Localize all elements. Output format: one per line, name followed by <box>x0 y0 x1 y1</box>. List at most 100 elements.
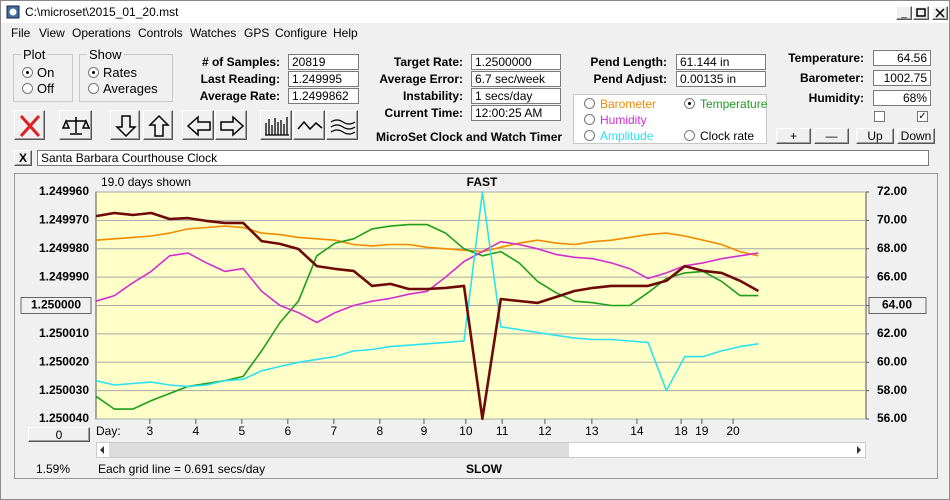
checkbox[interactable]: ✓ <box>917 111 928 122</box>
menu-item[interactable]: Controls <box>138 26 183 40</box>
radio-button[interactable] <box>88 83 99 94</box>
legend-label[interactable]: Temperature <box>700 97 768 111</box>
x-tick-label: 7 <box>330 424 337 438</box>
field-value: 1002.75 <box>873 70 931 86</box>
field-label: Last Reading: <box>200 72 280 86</box>
radio-label[interactable]: Averages <box>103 81 158 96</box>
y2-tick-label: 70.00 <box>877 213 907 227</box>
y-tick-label: 1.250020 <box>39 354 89 368</box>
field-value: 0.00135 in <box>676 71 766 87</box>
waves-button[interactable] <box>326 110 358 140</box>
x-tick-label: 18 <box>674 424 688 438</box>
radio-button[interactable] <box>88 67 99 78</box>
menu-item[interactable]: Operations <box>72 26 131 40</box>
menu-item[interactable]: GPS <box>244 26 270 40</box>
down-button[interactable] <box>110 110 140 140</box>
window-title: C:\microset\2015_01_20.mst <box>25 5 179 19</box>
bars-button[interactable] <box>260 110 292 140</box>
y-tick-label: 1.250010 <box>39 326 89 340</box>
zoom-label: 1.59% <box>36 462 70 476</box>
title-bar <box>1 1 949 23</box>
legend-label[interactable]: Amplitude <box>600 129 654 143</box>
group-title: Plot <box>21 47 48 62</box>
button[interactable]: Down <box>897 128 935 144</box>
balance-button[interactable] <box>59 110 92 140</box>
maximize-button[interactable] <box>913 6 929 20</box>
menu-item[interactable]: View <box>39 26 65 40</box>
button[interactable]: + <box>776 128 811 144</box>
clock-close-button[interactable]: X <box>14 150 32 166</box>
menu-item[interactable]: File <box>11 26 31 40</box>
y2-tick-label: 60.00 <box>877 354 907 368</box>
field-label: Pend Adjust: <box>593 72 667 86</box>
menu-item[interactable]: Help <box>333 26 358 40</box>
field-label: Instability: <box>402 89 463 103</box>
y2-tick-label: 66.00 <box>877 269 907 283</box>
axis-button <box>20 297 92 314</box>
y2-tick-label: 72.00 <box>877 184 907 198</box>
checkbox[interactable] <box>874 111 885 122</box>
scroll-thumb[interactable] <box>109 443 569 457</box>
left-button[interactable] <box>182 110 214 140</box>
legend-radio[interactable] <box>684 98 695 109</box>
x-tick-label: 6 <box>284 424 291 438</box>
legend-label[interactable]: Barometer <box>600 97 657 111</box>
clock-name-field[interactable]: Santa Barbara Courthouse Clock <box>37 150 929 166</box>
radio-button[interactable] <box>22 83 33 94</box>
menu-item[interactable]: Configure <box>275 26 328 40</box>
series-line <box>95 191 759 392</box>
field-label: Humidity: <box>808 91 864 105</box>
top-label: FAST <box>467 175 498 189</box>
field-value: 1.2499862 <box>288 88 359 104</box>
field-label: Average Rate: <box>199 89 280 103</box>
field-label: Barometer: <box>799 71 864 85</box>
axis-button <box>868 297 927 314</box>
legend-radio[interactable] <box>684 130 695 141</box>
group-title: Show <box>87 47 124 62</box>
legend-label[interactable]: Humidity <box>600 113 647 127</box>
y-tick-label: 1.250040 <box>39 411 89 425</box>
field-label: Temperature: <box>788 51 864 65</box>
right-button[interactable] <box>215 110 247 140</box>
minimize-button[interactable]: _ <box>896 6 912 20</box>
field-label: Current Time: <box>384 106 463 120</box>
x-tick-label: 12 <box>538 424 552 438</box>
button[interactable]: — <box>814 128 849 144</box>
offset-button[interactable]: 0 <box>28 427 90 442</box>
field-value: 6.7 sec/week <box>471 71 561 87</box>
app-icon <box>6 5 20 19</box>
grid-note: Each grid line = 0.691 secs/day <box>98 462 265 476</box>
radio-label[interactable]: Rates <box>103 65 137 80</box>
radio-button[interactable] <box>22 67 33 78</box>
y-tick-label: 1.249960 <box>39 184 89 198</box>
wave-button[interactable] <box>293 110 325 140</box>
x-tick-label: 19 <box>695 424 709 438</box>
y2-tick-label: 68.00 <box>877 241 907 255</box>
legend-label[interactable]: Clock rate <box>700 129 755 143</box>
menu-item[interactable]: Watches <box>190 26 237 40</box>
radio-label[interactable]: Off <box>37 81 55 96</box>
x-tick-label: 8 <box>376 424 383 438</box>
y2-tick-label: 64.00 <box>882 298 912 312</box>
x-axis-label: Day: <box>96 424 121 438</box>
series-line <box>95 240 759 324</box>
y-tick-label: 1.249970 <box>39 213 89 227</box>
x-tick-label: 14 <box>630 424 644 438</box>
up-button[interactable] <box>143 110 173 140</box>
radio-label[interactable]: On <box>37 65 55 80</box>
field-value: 1 secs/day <box>471 88 561 104</box>
delete-button[interactable] <box>14 110 45 140</box>
x-tick-label: 13 <box>585 424 599 438</box>
series-line <box>95 223 759 410</box>
x-tick-label: 5 <box>238 424 245 438</box>
close-button[interactable] <box>932 6 948 20</box>
legend-radio[interactable] <box>584 130 595 141</box>
legend-radio[interactable] <box>584 114 595 125</box>
field-label: Average Error: <box>379 72 463 86</box>
field-label: Pend Length: <box>590 55 667 69</box>
legend-radio[interactable] <box>584 98 595 109</box>
button[interactable]: Up <box>856 128 894 144</box>
field-value: 61.144 in <box>676 54 766 70</box>
field-value: 12:00:25 AM <box>471 105 561 121</box>
y-tick-label: 1.250000 <box>31 298 81 312</box>
